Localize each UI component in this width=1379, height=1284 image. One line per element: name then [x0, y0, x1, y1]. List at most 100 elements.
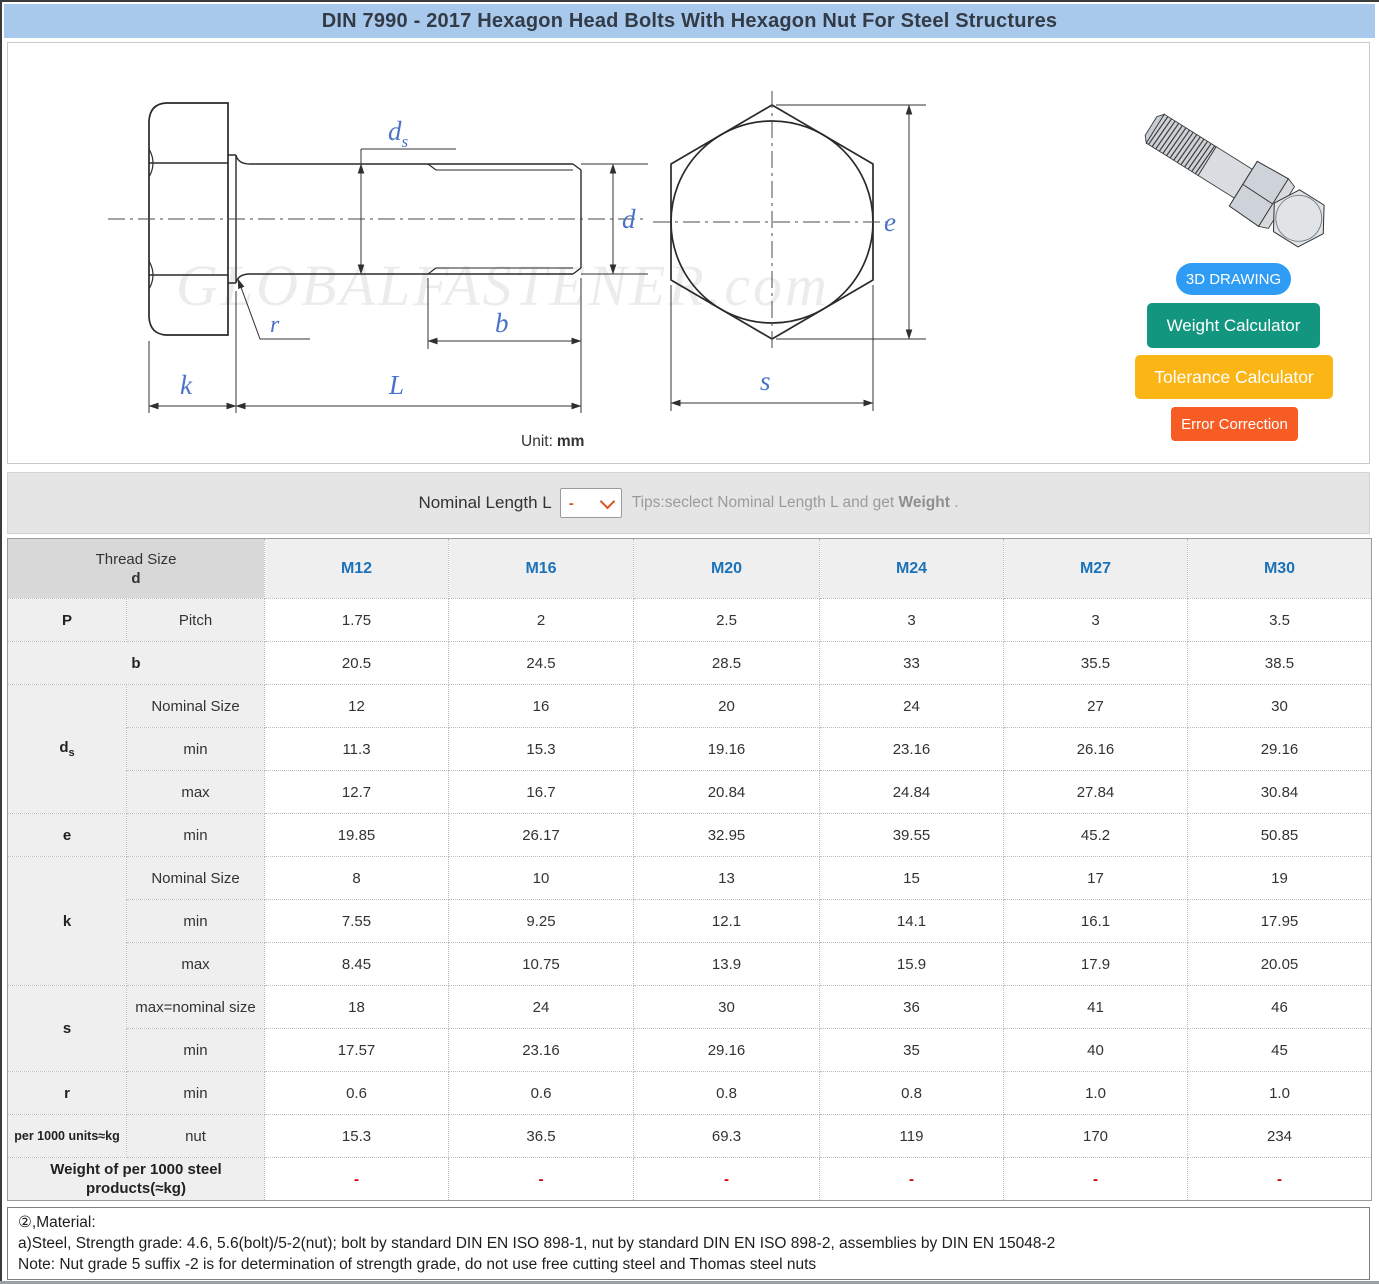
3d-drawing-button[interactable]: 3D DRAWING — [1176, 263, 1291, 295]
cell-value: 17.9 — [1003, 942, 1188, 986]
tips-text: Tips:seclect Nominal Length L and get We… — [631, 494, 959, 511]
row-sublabel: min — [126, 899, 265, 943]
end-view-centerlines — [653, 91, 891, 353]
dimension-labels: ds d b L k r e s — [180, 116, 896, 400]
tolerance-calculator-button[interactable]: Tolerance Calculator — [1135, 355, 1333, 399]
spec-table-body: P Pitch 1.75 2 2.5 3 3 3.5 b 20.5 24.5 28.5 33 35.5 38… — [7, 598, 1372, 1201]
cell-value: 20 — [633, 684, 820, 728]
cell-value: 12.7 — [264, 770, 449, 814]
cell-value: 0.8 — [819, 1071, 1004, 1115]
row-sublabel: min — [126, 1071, 265, 1115]
page-title-text: DIN 7990 - 2017 Hexagon Head Bolts With … — [321, 9, 1058, 32]
row-label: P — [7, 598, 127, 642]
cell-value: 19 — [1187, 856, 1372, 900]
row-sublabel: min — [126, 813, 265, 857]
column-header-m27: M27 — [1003, 538, 1188, 599]
cell-value: 10 — [448, 856, 634, 900]
bolt-technical-drawing: GLOBALFASTENER.com — [108, 91, 1325, 450]
cell-value: 36.5 — [448, 1114, 634, 1158]
cell-value: 8.45 — [264, 942, 449, 986]
cell-value: 3.5 — [1187, 598, 1372, 642]
cell-value: 23.16 — [819, 727, 1004, 771]
row-sublabel: nut — [126, 1114, 265, 1158]
row-sublabel: Nominal Size — [126, 684, 265, 728]
cell-value: 36 — [819, 985, 1004, 1029]
label-b: b — [495, 308, 509, 338]
cell-value: 24.84 — [819, 770, 1004, 814]
label-ds: ds — [388, 116, 409, 151]
cell-value: 45.2 — [1003, 813, 1188, 857]
cell-value: 69.3 — [633, 1114, 820, 1158]
cell-value: - — [264, 1157, 449, 1201]
row-label: s — [7, 985, 127, 1072]
cell-value: 24.5 — [448, 641, 634, 685]
cell-value: 20.05 — [1187, 942, 1372, 986]
cell-value: 3 — [819, 598, 1004, 642]
row-label: k — [7, 856, 127, 986]
nominal-length-bar: Nominal Length L - Tips:seclect Nominal … — [7, 472, 1370, 534]
cell-value: 40 — [1003, 1028, 1188, 1072]
cell-value: 29.16 — [633, 1028, 820, 1072]
unit-note: Unit: mm — [521, 433, 584, 450]
cell-value: 17.95 — [1187, 899, 1372, 943]
table-row: s max=nominal size 18 24 30 36 41 46 — [7, 985, 1372, 1072]
page-title: DIN 7990 - 2017 Hexagon Head Bolts With … — [4, 4, 1375, 38]
cell-value: - — [819, 1157, 1004, 1201]
row-label: Weight of per 1000 steel products(≈kg) — [7, 1157, 265, 1201]
nominal-length-label: Nominal Length L — [418, 493, 552, 512]
error-correction-button[interactable]: Error Correction — [1171, 407, 1298, 441]
cell-value: 15.3 — [448, 727, 634, 771]
cell-value: 1.0 — [1187, 1071, 1372, 1115]
cell-value: 30 — [633, 985, 820, 1029]
table-row: min 7.55 9.25 12.1 14.1 16.1 17.95 — [8, 899, 1372, 943]
cell-value: 15.9 — [819, 942, 1004, 986]
column-header-m12: M12 — [264, 538, 449, 599]
cell-value: 32.95 — [633, 813, 820, 857]
cell-value: 3 — [1003, 598, 1188, 642]
page-left-border — [0, 0, 2, 1284]
cell-value: 14.1 — [819, 899, 1004, 943]
thread-size-header-line1: Thread Size — [95, 550, 177, 568]
table-row: k Nominal Size 8 10 13 15 17 19 — [7, 856, 1372, 986]
cell-value: 12.1 — [633, 899, 820, 943]
table-row: e min 19.85 26.17 32.95 39.55 45.2 50.85 — [7, 813, 1372, 857]
page-bottom-border — [0, 1281, 1379, 1284]
bolt-side-view — [148, 102, 582, 336]
spec-table-header-row: Thread Size d M12 M16 M20 M24 M27 M30 — [7, 538, 1372, 599]
cell-value: 0.6 — [264, 1071, 449, 1115]
cell-value: 24 — [819, 684, 1004, 728]
technical-drawing-panel: GLOBALFASTENER.com — [7, 42, 1370, 464]
cell-value: 33 — [819, 641, 1004, 685]
cell-value: 0.8 — [633, 1071, 820, 1115]
cell-value: 35.5 — [1003, 641, 1188, 685]
cell-value: 11.3 — [264, 727, 449, 771]
cell-value: 17.57 — [264, 1028, 449, 1072]
row-sublabel: Nominal Size — [126, 856, 265, 900]
note-line: Note: Nut grade 5 suffix -2 is for deter… — [18, 1256, 817, 1273]
row-sublabel: max — [126, 770, 265, 814]
thread-size-header: Thread Size d — [7, 538, 265, 599]
cell-value: 16.1 — [1003, 899, 1188, 943]
cell-value: 35 — [819, 1028, 1004, 1072]
label-d: d — [622, 204, 636, 234]
label-r: r — [270, 312, 280, 338]
cell-value: 13 — [633, 856, 820, 900]
weight-calculator-button[interactable]: Weight Calculator — [1147, 303, 1320, 348]
table-row: P Pitch 1.75 2 2.5 3 3 3.5 — [7, 598, 1372, 642]
cell-value: - — [448, 1157, 634, 1201]
cell-value: 19.85 — [264, 813, 449, 857]
row-label: e — [7, 813, 127, 857]
label-L: L — [388, 370, 404, 400]
cell-value: 234 — [1187, 1114, 1372, 1158]
chevron-down-icon — [599, 493, 615, 509]
cell-value: 45 — [1187, 1028, 1372, 1072]
cell-value: 17 — [1003, 856, 1188, 900]
cell-value: 1.75 — [264, 598, 449, 642]
column-header-m20: M20 — [633, 538, 820, 599]
cell-value: 1.0 — [1003, 1071, 1188, 1115]
row-label: per 1000 units≈kg — [7, 1114, 127, 1158]
cell-value: 27 — [1003, 684, 1188, 728]
nominal-length-select[interactable]: - — [559, 488, 622, 518]
cell-value: 26.17 — [448, 813, 634, 857]
